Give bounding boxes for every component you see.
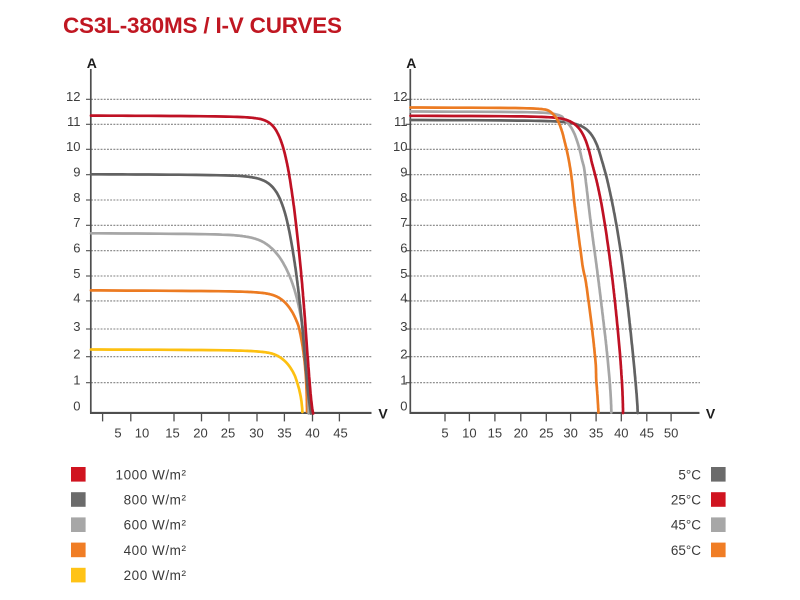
svg-text:A: A: [87, 55, 97, 71]
svg-text:5: 5: [73, 266, 80, 281]
svg-text:30: 30: [249, 426, 263, 441]
svg-text:45: 45: [333, 426, 347, 441]
svg-text:8: 8: [400, 190, 407, 205]
svg-text:35: 35: [277, 426, 291, 441]
svg-text:4: 4: [73, 291, 80, 306]
svg-text:3: 3: [73, 319, 80, 334]
svg-text:11: 11: [394, 114, 408, 129]
svg-text:10: 10: [66, 139, 80, 154]
svg-text:400 W/m²: 400 W/m²: [124, 543, 187, 558]
svg-text:7: 7: [73, 215, 80, 230]
svg-text:12: 12: [393, 89, 407, 104]
svg-text:45°C: 45°C: [671, 518, 701, 533]
svg-text:200 W/m²: 200 W/m²: [124, 568, 187, 583]
svg-text:20: 20: [514, 426, 528, 441]
svg-text:10: 10: [393, 139, 407, 154]
svg-text:40: 40: [305, 426, 319, 441]
svg-text:2: 2: [400, 347, 407, 362]
svg-text:1000 W/m²: 1000 W/m²: [116, 467, 187, 482]
svg-text:1: 1: [400, 373, 407, 388]
svg-text:6: 6: [400, 241, 407, 256]
svg-text:800 W/m²: 800 W/m²: [124, 493, 187, 508]
svg-text:50: 50: [664, 426, 678, 441]
svg-text:40: 40: [614, 426, 628, 441]
svg-text:25: 25: [221, 426, 235, 441]
svg-text:35: 35: [589, 426, 603, 441]
svg-text:5: 5: [441, 426, 448, 441]
svg-text:7: 7: [400, 215, 407, 230]
svg-text:45: 45: [640, 426, 654, 441]
svg-text:12: 12: [66, 89, 80, 104]
svg-text:15: 15: [488, 426, 502, 441]
svg-text:1: 1: [73, 373, 80, 388]
svg-text:600 W/m²: 600 W/m²: [124, 518, 187, 533]
svg-text:0: 0: [400, 399, 407, 414]
svg-text:0: 0: [73, 399, 80, 414]
svg-text:5: 5: [400, 266, 407, 281]
svg-text:15: 15: [165, 426, 179, 441]
svg-text:9: 9: [73, 165, 80, 180]
svg-text:25°C: 25°C: [671, 493, 701, 508]
svg-text:11: 11: [67, 114, 81, 129]
svg-text:CS3L-380MS / I-V CURVES: CS3L-380MS / I-V CURVES: [63, 13, 342, 38]
svg-text:10: 10: [462, 426, 476, 441]
svg-text:65°C: 65°C: [671, 543, 701, 558]
svg-text:5: 5: [114, 426, 121, 441]
svg-text:30: 30: [563, 426, 577, 441]
svg-text:A: A: [406, 55, 416, 71]
svg-text:3: 3: [400, 319, 407, 334]
svg-text:9: 9: [400, 165, 407, 180]
svg-text:V: V: [378, 406, 388, 422]
svg-text:8: 8: [73, 190, 80, 205]
svg-text:10: 10: [135, 426, 149, 441]
svg-text:V: V: [706, 406, 716, 422]
svg-text:6: 6: [73, 241, 80, 256]
svg-text:20: 20: [193, 426, 207, 441]
svg-text:4: 4: [400, 291, 407, 306]
svg-text:25: 25: [539, 426, 553, 441]
svg-text:2: 2: [73, 347, 80, 362]
svg-text:5°C: 5°C: [678, 467, 701, 482]
